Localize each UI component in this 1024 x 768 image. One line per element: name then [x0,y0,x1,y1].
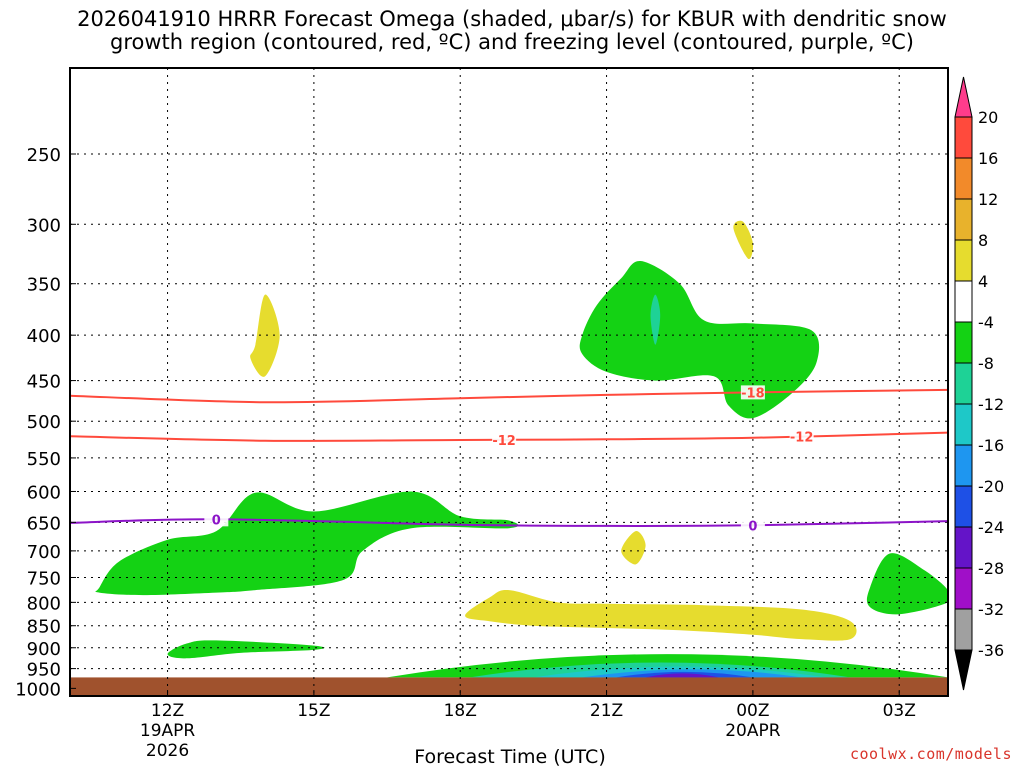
colorbar-label-4: 4 [978,272,988,291]
colorbar-label-6: -8 [978,354,994,373]
colorbar-label-2: 12 [978,190,998,209]
y-tick-label-600: 600 [27,482,61,503]
x-tick-sublabel2-12: 2026 [146,741,189,761]
y-tick-label-350: 350 [27,275,61,296]
y-tick-label-650: 650 [27,513,61,534]
y-tick-label-750: 750 [27,568,61,589]
x-tick-sublabel-24: 20APR [725,721,781,741]
colorbar-label-8: -16 [978,436,1004,455]
ground [70,677,948,696]
y-tick-label-850: 850 [27,617,61,638]
colorbar-label-12: -32 [978,600,1004,619]
omega-shading [70,220,948,696]
contour-label-bg-3 [204,512,229,527]
y-tick-label-300: 300 [27,215,61,236]
y-tick-label-800: 800 [27,593,61,614]
omega-region-7 [621,531,646,565]
colorbar-swatch-3 [954,198,973,241]
contour-label-bg-2 [789,429,814,444]
omega-region-8 [465,589,857,641]
y-tick-label-250: 250 [27,145,61,166]
colorbar-swatch-9 [954,444,973,487]
x-tick-label-27: 03Z [883,701,916,721]
x-tick-label-12: 12Z [151,701,184,721]
colorbar-label-7: -12 [978,395,1004,414]
colorbar-swatch-13 [954,608,973,651]
colorbar-swatch-2 [954,157,973,200]
contour-label-2: -12 [790,430,814,445]
surface-omega-band-5 [645,673,719,678]
temperature-contours: -18 -12 -12 0 0 [70,385,948,534]
omega-region-3 [650,294,661,345]
y-tick-label-950: 950 [27,660,61,681]
contour-label-bg-0 [740,385,765,400]
contour-label-4: 0 [748,519,757,534]
colorbar-label-3: 8 [978,231,988,250]
chart-title-line1: 2026041910 HRRR Forecast Omega (shaded, … [77,7,947,31]
x-tick-sublabel-12: 19APR [140,721,196,741]
colorbar-swatch-11 [954,526,973,569]
colorbar-label-10: -24 [978,518,1004,537]
x-tick-label-18: 18Z [444,701,477,721]
y-tick-label-500: 500 [27,412,61,433]
colorbar: 20 16 12 8 4 -4 -8 -12 -16 -20 -24 -28 -32 -36 [954,76,1004,691]
omega-region-2 [579,260,820,419]
omega-region-6 [733,220,754,260]
y-tick-label-700: 700 [27,542,61,563]
chart-title: 2026041910 HRRR Forecast Omega (shaded, … [0,8,1024,54]
omega-region-5 [250,294,280,377]
x-tick-label-24: 00Z [736,701,769,721]
contour-label-3: 0 [212,513,221,528]
x-axis-label: Forecast Time (UTC) [414,746,606,768]
credit-text: coolwx.com/models [849,745,1012,763]
colorbar-top-arrow [954,76,973,118]
colorbar-bottom-arrow [954,649,973,691]
axes: 2503003504004505005506006507007508008509… [15,67,949,761]
contour-line-1 [70,431,948,442]
colorbar-swatch-5 [954,280,973,323]
contour-label-0: -18 [741,386,765,401]
y-tick-label-400: 400 [27,326,61,347]
y-tick-label-900: 900 [27,639,61,660]
colorbar-label-13: -36 [978,641,1004,660]
contour-label-bg-4 [740,518,765,533]
contour-label-1: -12 [492,434,516,449]
contour-label-bg-1 [492,432,517,447]
colorbar-swatch-12 [954,567,973,610]
y-tick-label-450: 450 [27,372,61,393]
colorbar-label-0: 20 [978,108,998,127]
contour-line-3 [70,518,948,527]
colorbar-label-5: -4 [978,313,994,332]
colorbar-swatch-6 [954,321,973,364]
x-tick-label-15: 15Z [297,701,330,721]
colorbar-swatch-4 [954,239,973,282]
colorbar-label-11: -28 [978,559,1004,578]
omega-region-0 [95,491,519,596]
colorbar-label-9: -20 [978,477,1004,496]
colorbar-swatch-7 [954,362,973,405]
y-tick-label-550: 550 [27,449,61,470]
omega-region-1 [167,640,325,659]
x-tick-label-21: 21Z [590,701,623,721]
colorbar-swatch-8 [954,403,973,446]
y-tick-label-1000: 1000 [15,679,61,700]
colorbar-swatch-1 [954,116,973,159]
chart-title-line2: growth region (contoured, red, ºC) and f… [110,30,914,54]
contour-line-0 [70,388,948,404]
plot-frame [69,67,949,697]
colorbar-swatch-10 [954,485,973,528]
colorbar-label-1: 16 [978,149,998,168]
omega-region-4 [866,553,948,615]
